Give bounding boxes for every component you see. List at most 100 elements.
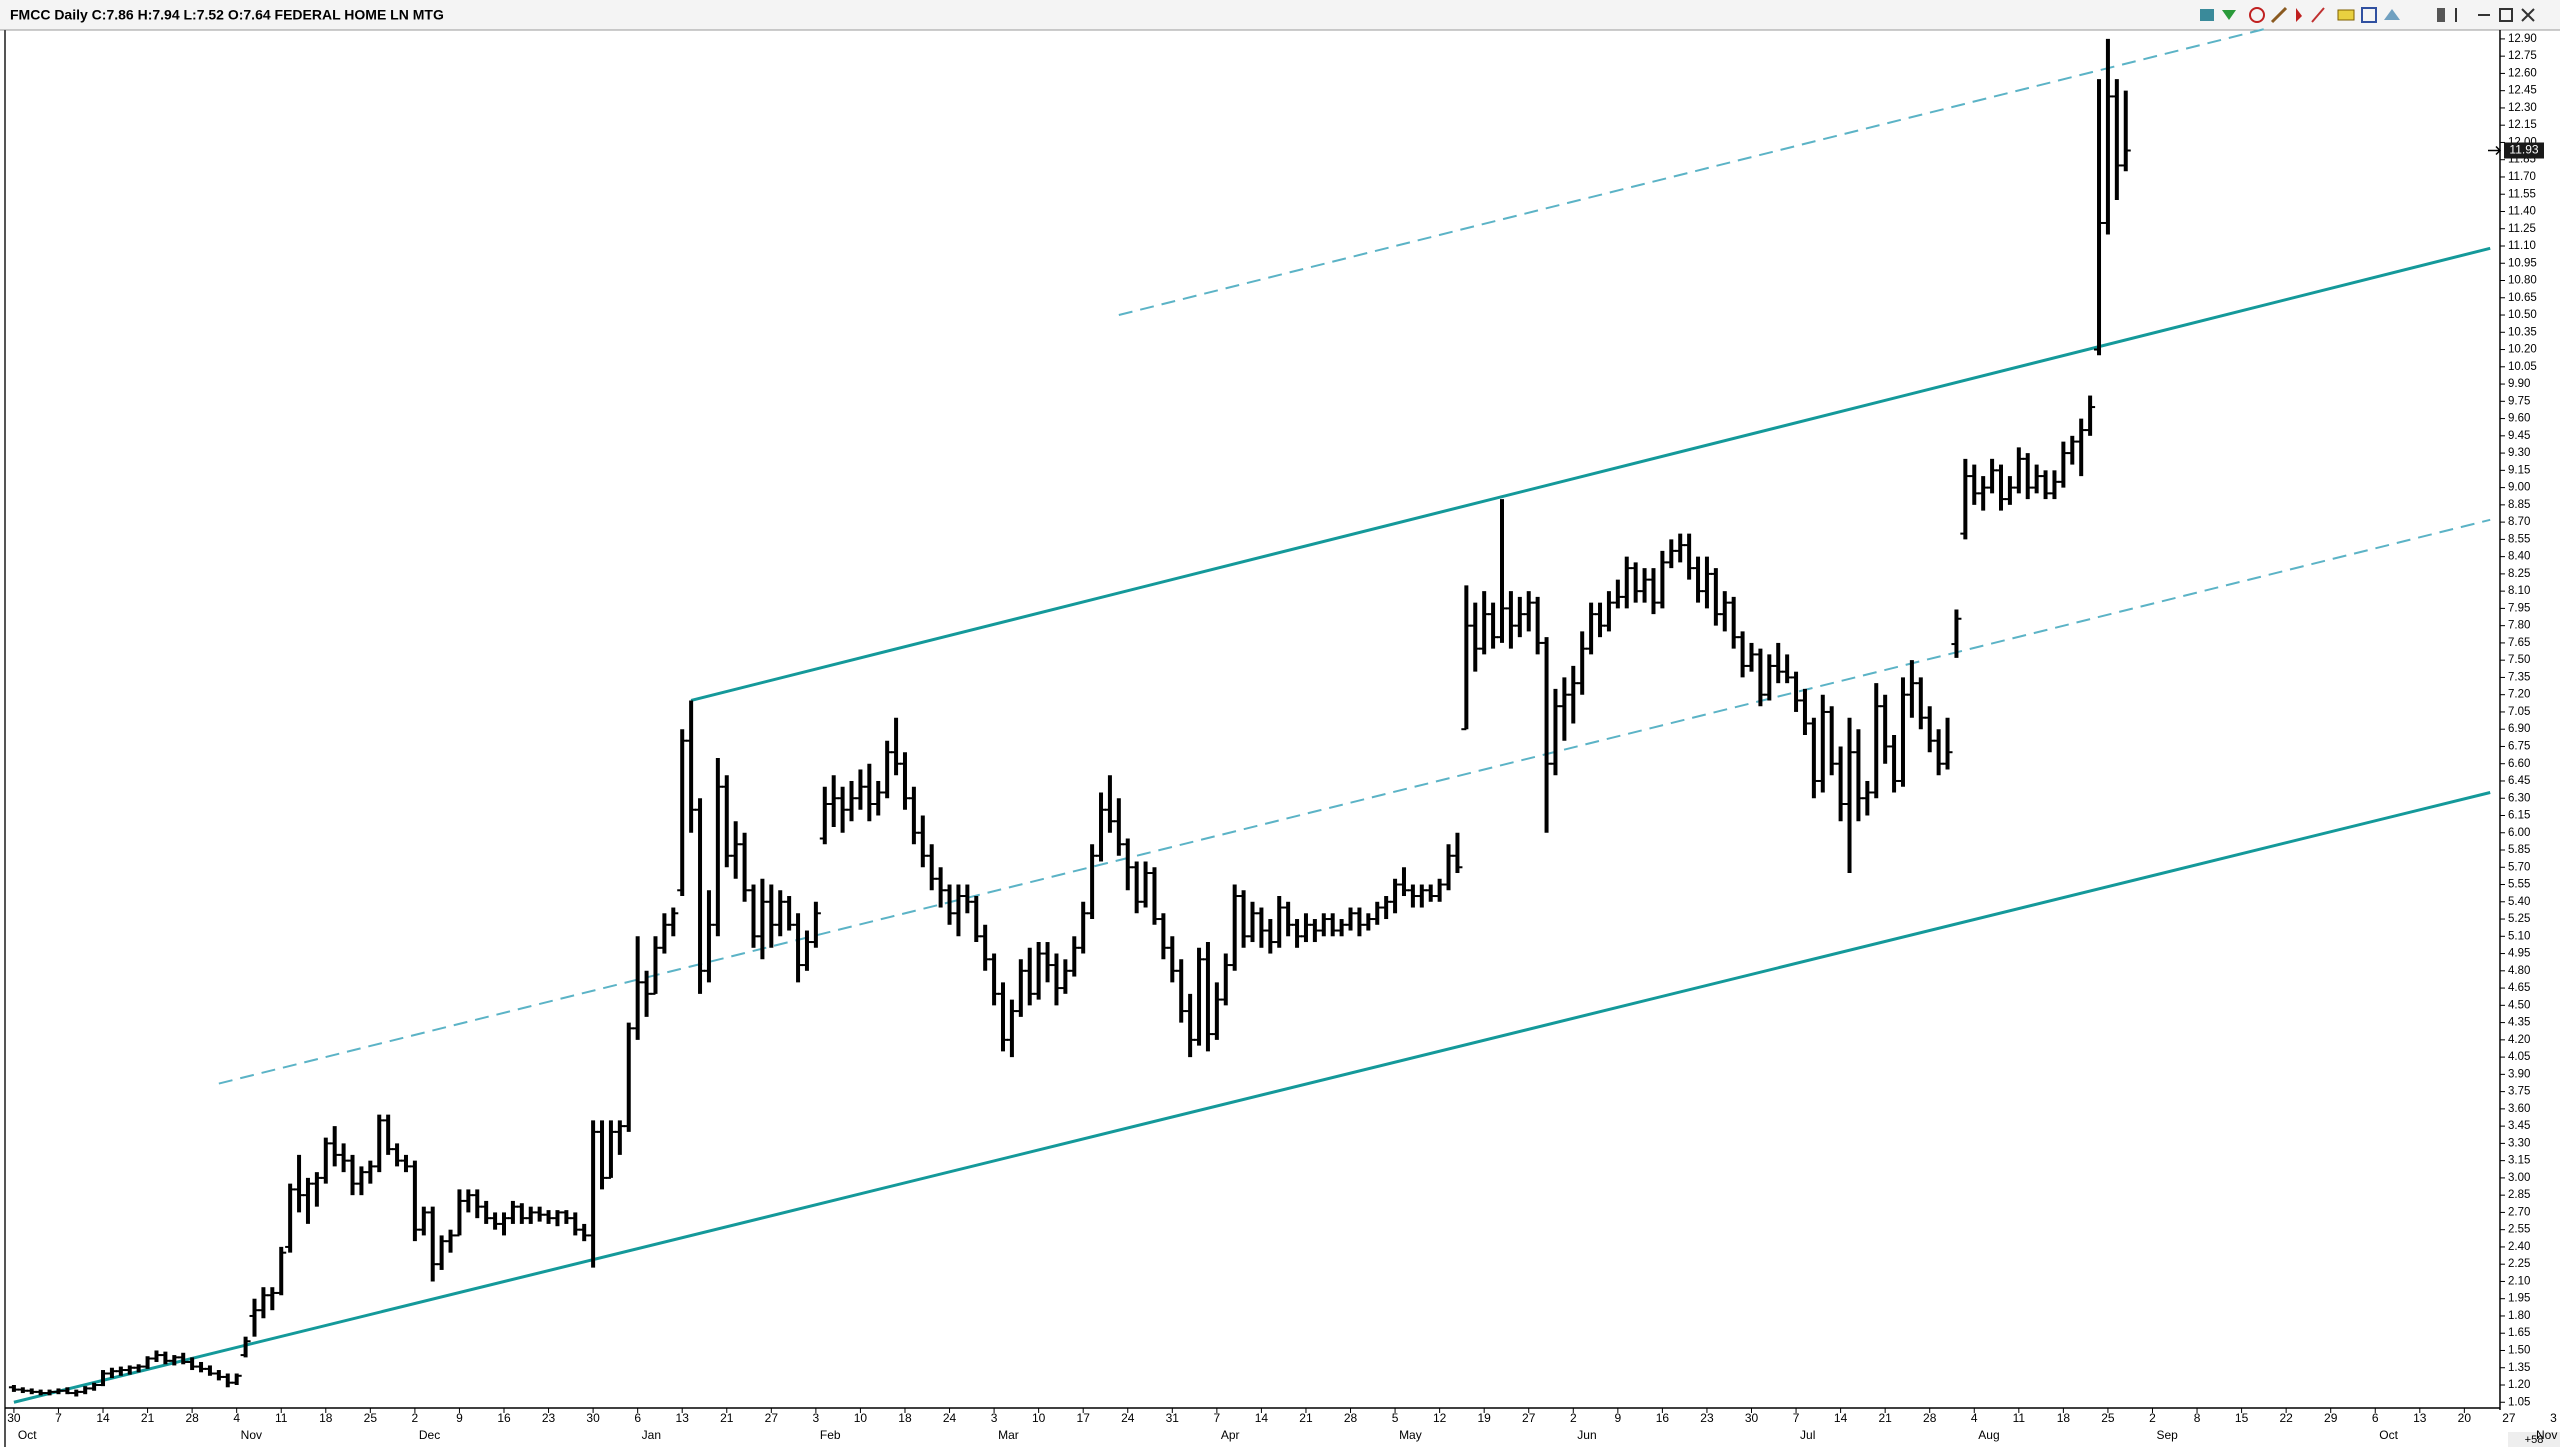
tool-icon[interactable] — [2437, 8, 2445, 22]
month-label: Nov — [241, 1428, 262, 1442]
corner-box — [2508, 1432, 2560, 1447]
x-tick-label: 4 — [233, 1411, 240, 1425]
x-tick-label: 14 — [1834, 1411, 1848, 1425]
x-tick-label: 18 — [898, 1411, 912, 1425]
month-label: May — [1399, 1428, 1422, 1442]
y-tick-label: 7.80 — [2508, 620, 2530, 632]
y-tick-label: 11.10 — [2508, 240, 2536, 252]
y-tick-label: 3.60 — [2508, 1103, 2530, 1115]
x-tick-label: 30 — [1745, 1411, 1759, 1425]
x-tick-label: 10 — [1032, 1411, 1046, 1425]
y-tick-label: 3.45 — [2508, 1120, 2530, 1132]
x-tick-label: 13 — [2413, 1411, 2427, 1425]
x-tick-label: 5 — [1392, 1411, 1399, 1425]
x-tick-label: 11 — [2013, 1411, 2026, 1425]
y-tick-label: 5.55 — [2508, 879, 2530, 891]
x-tick-label: 30 — [586, 1411, 600, 1425]
x-tick-label: 2 — [412, 1411, 419, 1425]
y-tick-label: 8.70 — [2508, 516, 2530, 528]
y-tick-label: 3.15 — [2508, 1155, 2530, 1167]
y-tick-label: 9.00 — [2508, 482, 2530, 494]
y-tick-label: 2.55 — [2508, 1224, 2530, 1236]
month-label: Apr — [1221, 1428, 1240, 1442]
x-tick-label: 21 — [1299, 1411, 1313, 1425]
y-tick-label: 1.05 — [2508, 1396, 2530, 1408]
y-tick-label: 9.45 — [2508, 430, 2530, 442]
tool-icon[interactable] — [2311, 7, 2325, 23]
x-tick-label: 7 — [1214, 1411, 1221, 1425]
x-tick-label: 7 — [1793, 1411, 1800, 1425]
x-tick-label: 28 — [185, 1411, 199, 1425]
tool-icon[interactable] — [2499, 8, 2513, 22]
y-tick-label: 1.35 — [2508, 1362, 2530, 1374]
last-price-label: 11.93 — [2509, 143, 2538, 157]
x-tick-label: 2 — [2149, 1411, 2156, 1425]
y-tick-label: 12.60 — [2508, 67, 2537, 79]
y-tick-label: 6.90 — [2508, 723, 2530, 735]
tool-icon[interactable] — [2337, 9, 2355, 21]
y-tick-label: 3.75 — [2508, 1086, 2530, 1098]
y-tick-label: 12.30 — [2508, 102, 2537, 114]
y-tick-label: 2.10 — [2508, 1275, 2530, 1287]
y-tick-label: 12.75 — [2508, 50, 2537, 62]
y-tick-label: 8.40 — [2508, 551, 2530, 563]
x-tick-label: 29 — [2324, 1411, 2338, 1425]
x-tick-label: 4 — [1971, 1411, 1978, 1425]
y-tick-label: 1.95 — [2508, 1293, 2530, 1305]
y-tick-label: 8.25 — [2508, 568, 2530, 580]
x-tick-label: 28 — [1923, 1411, 1937, 1425]
y-tick-label: 6.00 — [2508, 827, 2530, 839]
y-tick-label: 3.30 — [2508, 1137, 2530, 1149]
x-tick-label: 28 — [1344, 1411, 1358, 1425]
x-tick-label: 13 — [676, 1411, 690, 1425]
y-tick-label: 2.40 — [2508, 1241, 2530, 1253]
y-tick-label: 5.25 — [2508, 913, 2530, 925]
x-tick-label: 3 — [813, 1411, 820, 1425]
tool-icon[interactable] — [2521, 8, 2535, 22]
x-tick-label: 23 — [1700, 1411, 1714, 1425]
tool-icon[interactable] — [2384, 9, 2400, 20]
tool-icon[interactable] — [2296, 8, 2302, 22]
y-tick-label: 2.25 — [2508, 1258, 2530, 1270]
chart-title: FMCC Daily C:7.86 H:7.94 L:7.52 O:7.64 F… — [10, 7, 444, 23]
x-tick-label: 8 — [2194, 1411, 2201, 1425]
y-tick-label: 10.05 — [2508, 361, 2537, 373]
y-tick-label: 7.50 — [2508, 654, 2530, 666]
y-tick-label: 4.95 — [2508, 948, 2530, 960]
last-price-arrow — [2488, 145, 2502, 156]
x-tick-label: 31 — [1166, 1411, 1180, 1425]
toolbar[interactable] — [2200, 6, 2535, 24]
y-tick-label: 8.55 — [2508, 533, 2530, 545]
y-tick-label: 10.50 — [2508, 309, 2537, 321]
y-tick-label: 10.80 — [2508, 275, 2537, 287]
y-tick-label: 11.40 — [2508, 206, 2536, 218]
y-tick-label: 6.45 — [2508, 775, 2530, 787]
x-tick-label: 9 — [456, 1411, 463, 1425]
month-label: Dec — [419, 1428, 440, 1442]
y-tick-label: 6.30 — [2508, 792, 2530, 804]
y-tick-label: 7.95 — [2508, 602, 2530, 614]
tool-icon[interactable] — [2222, 10, 2236, 20]
trend-line — [218, 518, 2491, 1085]
x-tick-label: 6 — [2372, 1411, 2379, 1425]
y-tick-label: 3.90 — [2508, 1068, 2530, 1080]
x-tick-label: 11 — [275, 1411, 288, 1425]
y-tick-label: 6.60 — [2508, 758, 2530, 770]
y-tick-label: 9.75 — [2508, 395, 2530, 407]
month-label: Aug — [1978, 1428, 1999, 1442]
y-tick-label: 11.25 — [2508, 223, 2536, 235]
y-tick-label: 7.65 — [2508, 637, 2530, 649]
x-tick-label: 15 — [2235, 1411, 2249, 1425]
x-tick-label: 25 — [2101, 1411, 2115, 1425]
tool-icon[interactable] — [2361, 7, 2377, 23]
y-tick-label: 12.45 — [2508, 85, 2537, 97]
tool-icon[interactable] — [2270, 6, 2288, 24]
y-tick-label: 4.65 — [2508, 982, 2530, 994]
x-tick-label: 16 — [1656, 1411, 1670, 1425]
x-tick-label: 14 — [96, 1411, 110, 1425]
tool-icon[interactable] — [2200, 9, 2214, 21]
tool-icon[interactable] — [2249, 7, 2265, 23]
x-tick-label: 30 — [7, 1411, 21, 1425]
month-label: Feb — [820, 1428, 841, 1442]
